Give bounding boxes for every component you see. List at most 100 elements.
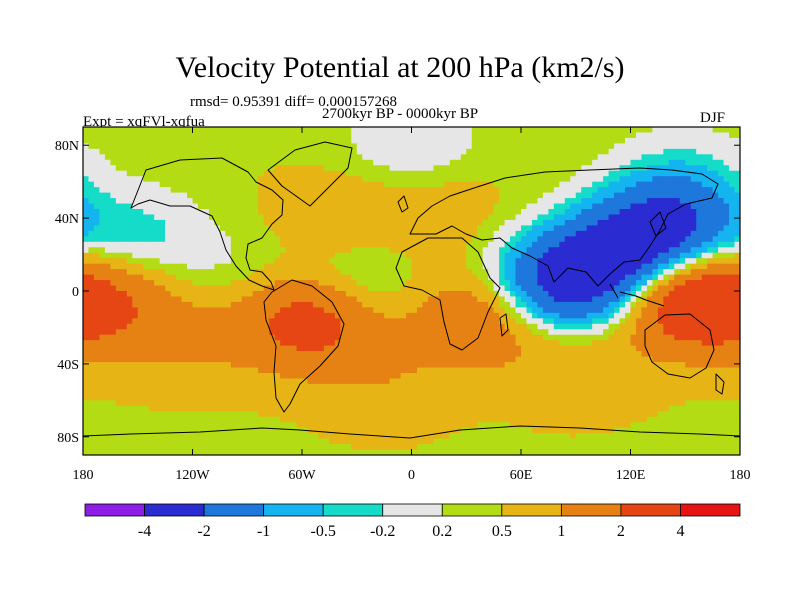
field-cell (630, 143, 637, 150)
field-cell (148, 351, 155, 358)
field-cell (252, 170, 259, 177)
field-cell (208, 247, 215, 254)
field-cell (712, 230, 719, 237)
field-cell (291, 154, 298, 161)
field-cell (718, 307, 725, 314)
field-cell (219, 176, 226, 183)
field-cell (663, 159, 670, 166)
field-cell (406, 181, 413, 188)
field-cell (230, 198, 237, 205)
field-cell (575, 132, 582, 139)
field-cell (318, 187, 325, 194)
field-cell (263, 269, 270, 276)
field-cell (88, 143, 95, 150)
field-cell (521, 209, 528, 216)
field-cell (581, 329, 588, 336)
field-cell (395, 241, 402, 248)
field-cell (526, 148, 533, 155)
field-cell (263, 263, 270, 270)
field-cell (707, 291, 714, 298)
field-cell (537, 236, 544, 243)
field-cell (553, 214, 560, 221)
field-cell (597, 312, 604, 319)
field-cell (154, 154, 161, 161)
field-cell (537, 334, 544, 341)
field-cell (181, 301, 188, 308)
field-cell (214, 296, 221, 303)
field-cell (455, 241, 462, 248)
field-cell (291, 241, 298, 248)
field-cell (718, 203, 725, 210)
field-cell (592, 301, 599, 308)
field-cell (515, 181, 522, 188)
field-cell (219, 154, 226, 161)
field-cell (729, 329, 736, 336)
field-cell (663, 258, 670, 265)
field-cell (99, 127, 106, 134)
field-cell (625, 318, 632, 325)
field-cell (219, 127, 226, 134)
field-cell (734, 340, 740, 347)
field-cell (488, 219, 495, 226)
field-cell (493, 285, 500, 292)
field-cell (219, 209, 226, 216)
field-cell (99, 329, 106, 336)
field-cell (537, 214, 544, 221)
field-cell (531, 176, 539, 183)
field-cell (187, 154, 194, 161)
field-cell (291, 312, 298, 319)
field-cell (646, 143, 653, 150)
field-cell (236, 143, 243, 150)
field-cell (515, 236, 522, 243)
field-cell (323, 198, 330, 205)
field-cell (586, 252, 593, 259)
field-cell (433, 329, 440, 336)
field-cell (110, 296, 117, 303)
field-cell (630, 214, 637, 221)
field-cell (285, 247, 292, 254)
field-cell (395, 345, 402, 352)
field-cell (181, 340, 188, 347)
field-cell (690, 247, 697, 254)
field-cell (701, 312, 708, 319)
field-cell (165, 230, 172, 237)
field-cell (351, 241, 358, 248)
field-cell (351, 132, 358, 139)
field-cell (608, 143, 615, 150)
field-cell (564, 340, 571, 347)
field-cell (192, 165, 199, 172)
field-cell (564, 143, 571, 150)
field-cell (586, 148, 593, 155)
field-cell (367, 252, 374, 259)
field-cell (575, 219, 582, 226)
field-cell (466, 291, 473, 298)
field-cell (132, 159, 139, 166)
field-cell (575, 274, 582, 281)
field-cell (296, 187, 303, 194)
field-cell (564, 329, 571, 336)
field-cell (176, 285, 183, 292)
field-cell (586, 236, 593, 243)
field-cell (126, 318, 133, 325)
field-cell (542, 137, 549, 144)
field-cell (170, 296, 177, 303)
field-cell (488, 340, 495, 347)
field-cell (570, 176, 577, 183)
field-cell (219, 351, 226, 358)
field-cell (132, 258, 139, 265)
field-cell (641, 127, 648, 134)
field-cell (115, 345, 122, 352)
field-cell (515, 241, 522, 248)
field-cell (570, 340, 577, 347)
field-cell (526, 312, 533, 319)
field-cell (143, 159, 150, 166)
field-cell (176, 307, 183, 314)
field-cell (269, 247, 276, 254)
field-cell (553, 154, 560, 161)
field-cell (668, 274, 675, 281)
field-cell (614, 263, 621, 270)
field-cell (203, 280, 210, 287)
field-cell (427, 187, 434, 194)
field-cell (455, 176, 462, 183)
field-cell (121, 176, 128, 183)
